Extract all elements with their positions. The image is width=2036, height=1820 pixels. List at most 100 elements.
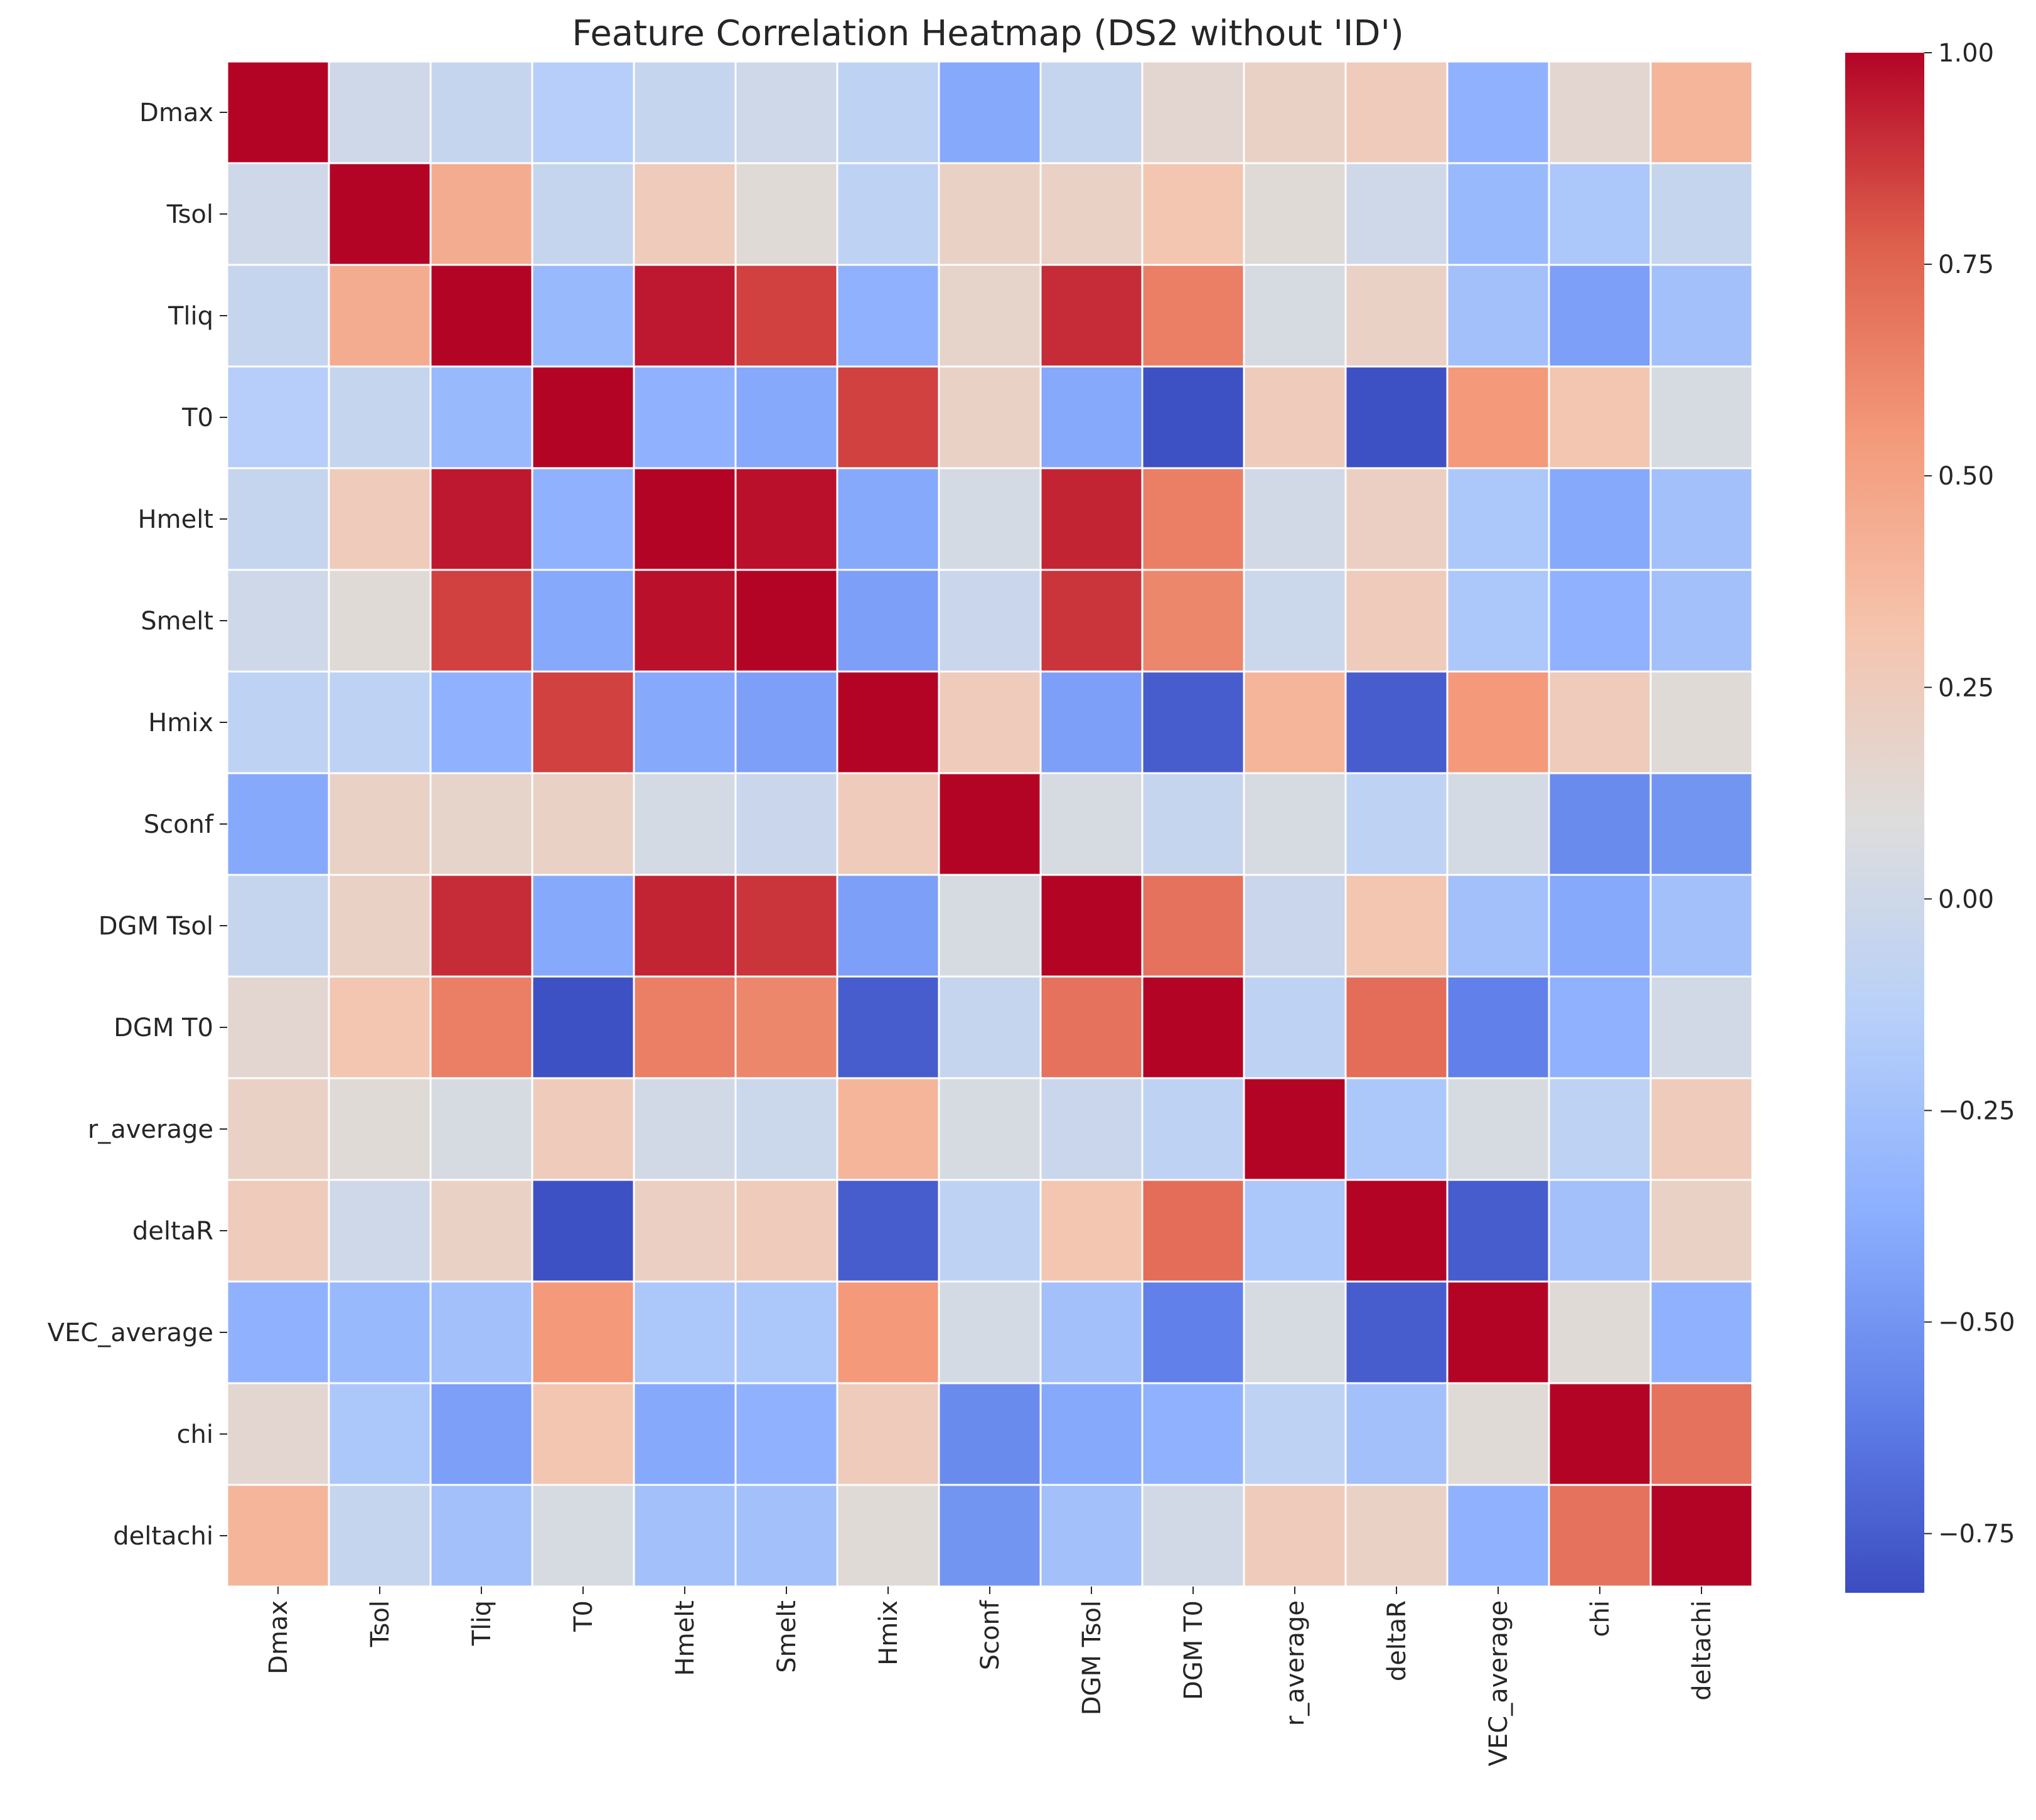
heatmap-cell — [1243, 874, 1347, 978]
heatmap-cell — [1243, 365, 1347, 469]
chart-title: Feature Correlation Heatmap (DS2 without… — [572, 13, 1404, 54]
heatmap-cell — [1039, 670, 1144, 774]
heatmap-cell — [1649, 975, 1754, 1079]
heatmap-cell — [938, 1280, 1042, 1384]
colorbar-tick-label: 0.75 — [1938, 250, 1994, 279]
heatmap-cell — [1548, 1382, 1652, 1486]
heatmap-cell — [1141, 874, 1245, 978]
heatmap-cell — [429, 60, 533, 164]
column-label: Tsol — [366, 1600, 395, 1647]
heatmap-cell — [531, 264, 635, 368]
heatmap-cell — [1141, 1382, 1245, 1486]
heatmap-cell — [836, 1280, 940, 1384]
heatmap-cell — [1344, 1280, 1449, 1384]
heatmap-cell — [1039, 1179, 1144, 1283]
heatmap-cell — [836, 60, 940, 164]
heatmap-cell — [734, 1280, 839, 1384]
heatmap-cell — [226, 670, 330, 774]
heatmap-cell — [226, 1280, 330, 1384]
heatmap-cell — [531, 365, 635, 469]
heatmap-cell — [328, 569, 432, 673]
heatmap-cell — [938, 365, 1042, 469]
heatmap-cell — [1548, 162, 1652, 266]
heatmap-cell — [734, 1179, 839, 1283]
heatmap-cell — [226, 569, 330, 673]
heatmap-cell — [1649, 1484, 1754, 1588]
heatmap-cell — [1344, 60, 1449, 164]
row-label: Tsol — [166, 200, 213, 229]
heatmap-cell — [328, 1280, 432, 1384]
heatmap-cell — [1548, 569, 1652, 673]
heatmap-cell — [226, 60, 330, 164]
heatmap-cell — [836, 772, 940, 876]
heatmap-cell — [1243, 60, 1347, 164]
heatmap-cell — [1243, 1280, 1347, 1384]
heatmap-cell — [938, 60, 1042, 164]
column-label: DGM Tsol — [1078, 1600, 1106, 1715]
heatmap-cell — [1649, 467, 1754, 571]
column-label: Sconf — [976, 1600, 1005, 1670]
column-label: VEC_average — [1484, 1600, 1513, 1766]
heatmap-cell — [328, 1077, 432, 1181]
heatmap-cell — [1548, 874, 1652, 978]
row-label: deltachi — [113, 1522, 213, 1551]
heatmap-cell — [226, 772, 330, 876]
heatmap-cell — [328, 1484, 432, 1588]
heatmap-cell — [938, 975, 1042, 1079]
heatmap-cell — [531, 1382, 635, 1486]
heatmap-cell — [734, 264, 839, 368]
heatmap-cell — [734, 467, 839, 571]
heatmap-cell — [1344, 1382, 1449, 1486]
heatmap-cell — [226, 1484, 330, 1588]
heatmap-cell — [1243, 467, 1347, 571]
column-label: DGM T0 — [1179, 1600, 1208, 1700]
heatmap-cell — [1446, 975, 1550, 1079]
column-label: Hmix — [874, 1600, 903, 1666]
column-label: deltaR — [1383, 1600, 1412, 1681]
column-label: Tliq — [468, 1600, 496, 1646]
heatmap-cell — [1344, 975, 1449, 1079]
heatmap-cell — [1446, 1077, 1550, 1181]
heatmap-cell — [633, 467, 737, 571]
heatmap-cell — [734, 162, 839, 266]
heatmap-cell — [531, 1077, 635, 1181]
heatmap-cell — [1649, 1382, 1754, 1486]
heatmap-cell — [836, 1382, 940, 1486]
heatmap-cell — [938, 264, 1042, 368]
heatmap-cell — [1649, 264, 1754, 368]
heatmap-cell — [836, 162, 940, 266]
heatmap-cell — [531, 975, 635, 1079]
heatmap-cell — [1039, 975, 1144, 1079]
heatmap-cell — [633, 975, 737, 1079]
colorbar-tick-label: −0.25 — [1938, 1096, 2015, 1125]
heatmap-cell — [531, 60, 635, 164]
heatmap-cell — [429, 162, 533, 266]
row-label: Dmax — [139, 99, 213, 127]
heatmap-cell — [1649, 162, 1754, 266]
heatmap-cell — [1141, 365, 1245, 469]
heatmap-cell — [938, 1382, 1042, 1486]
heatmap-cell — [1141, 772, 1245, 876]
heatmap-cell — [1548, 365, 1652, 469]
heatmap-cell — [734, 569, 839, 673]
heatmap-cell — [1039, 1280, 1144, 1384]
heatmap-cell — [226, 1382, 330, 1486]
heatmap-cell — [1141, 1484, 1245, 1588]
heatmap-cell — [1446, 569, 1550, 673]
heatmap-cell — [1243, 1484, 1347, 1588]
heatmap-cell — [429, 467, 533, 571]
heatmap-cell — [734, 60, 839, 164]
heatmap-cell — [1548, 670, 1652, 774]
heatmap-cell — [429, 365, 533, 469]
heatmap-cell — [1649, 1280, 1754, 1384]
heatmap-cell — [1039, 365, 1144, 469]
row-label: VEC_average — [48, 1319, 213, 1347]
heatmap-cell — [429, 670, 533, 774]
heatmap-cell — [1446, 1382, 1550, 1486]
heatmap-cell — [1344, 874, 1449, 978]
heatmap-cell — [1548, 1484, 1652, 1588]
heatmap-cell — [1344, 772, 1449, 876]
heatmap-cell — [836, 670, 940, 774]
heatmap-cell — [328, 162, 432, 266]
